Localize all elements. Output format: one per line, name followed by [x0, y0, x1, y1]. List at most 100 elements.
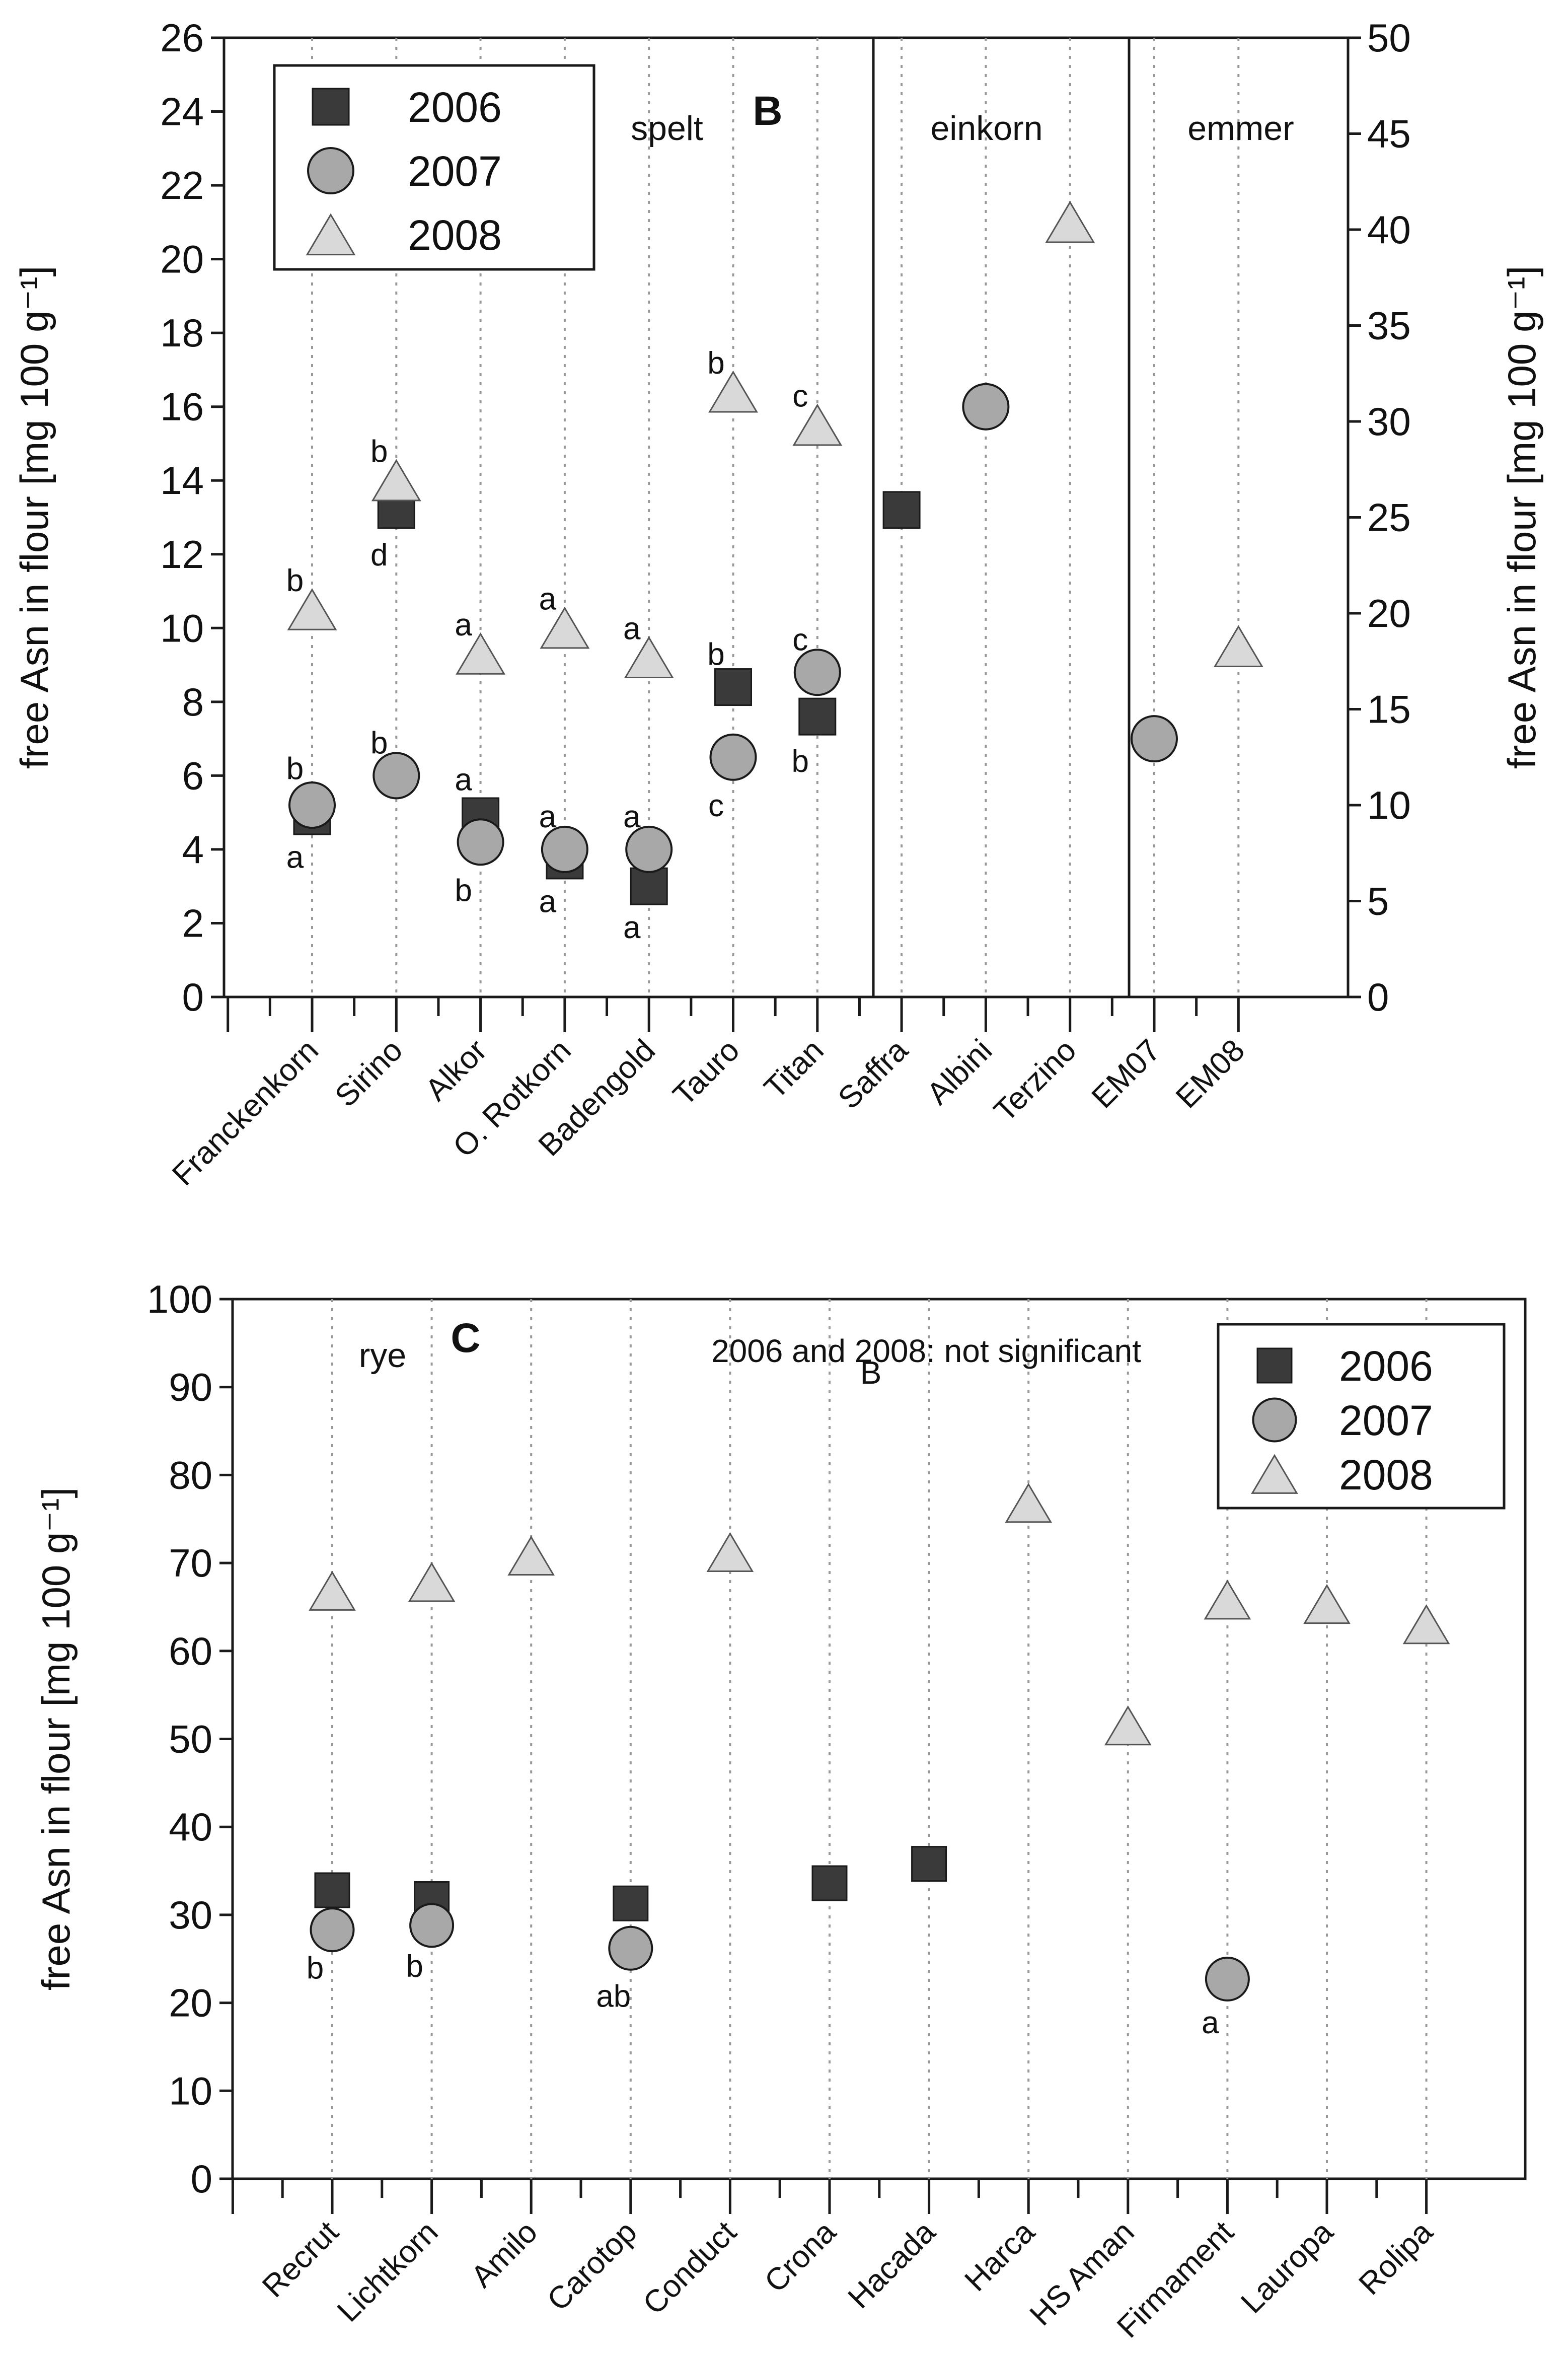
- data-point-triangle-2008: [1402, 1604, 1450, 1645]
- y-tick-label-right: 5: [1367, 879, 1389, 923]
- y-tick-label: 20: [169, 1981, 212, 2025]
- significance-letter: a: [455, 608, 472, 642]
- data-point-circle-2007: [709, 733, 757, 781]
- y-tick-label-right: 15: [1367, 687, 1411, 732]
- y-tick-label-right: 20: [1367, 591, 1411, 635]
- data-point-circle-2007: [310, 1907, 355, 1953]
- significance-letter: a: [539, 582, 557, 617]
- y-tick-label: 6: [182, 753, 204, 798]
- data-point-square-2006: [811, 1865, 848, 1901]
- data-point-triangle-2008: [624, 636, 674, 679]
- y-tick-label-right: 25: [1367, 495, 1411, 540]
- data-point-triangle-2008: [1005, 1482, 1053, 1523]
- significance-letter: b: [286, 563, 304, 598]
- y-tick-label: 70: [169, 1541, 212, 1585]
- y-tick-label: 20: [160, 237, 204, 281]
- data-point-triangle-2008: [408, 1562, 456, 1602]
- significance-letter: b: [370, 435, 388, 469]
- legend-label: 2007: [1339, 1397, 1433, 1444]
- y-tick-label: 100: [147, 1277, 212, 1321]
- significance-letter: a: [539, 800, 557, 834]
- legend-marker-circle: [1252, 1397, 1297, 1443]
- significance-letter: b: [792, 744, 809, 779]
- significance-letter: d: [370, 538, 388, 573]
- group-label-rye: rye: [359, 1336, 406, 1375]
- data-point-circle-2007: [1131, 715, 1178, 763]
- y-tick-label: 80: [169, 1453, 212, 1497]
- legend-label: 2008: [408, 211, 502, 259]
- y-tick-label: 90: [169, 1365, 212, 1409]
- significance-letter: b: [307, 1951, 324, 1986]
- legend-label: 2008: [1339, 1451, 1433, 1498]
- y-tick-label: 8: [182, 680, 204, 724]
- panel-letter: B: [753, 88, 782, 134]
- legend-marker-triangle: [1251, 1454, 1298, 1494]
- data-point-triangle-2008: [792, 403, 843, 446]
- data-point-square-2006: [714, 668, 752, 706]
- y-tick-label: 0: [191, 2157, 212, 2201]
- significance-letter: a: [455, 763, 472, 798]
- significance-letter: a: [623, 611, 641, 646]
- y-axis-title-right: free Asn in flour [mg 100 g⁻¹]: [1500, 266, 1544, 769]
- data-point-circle-2007: [457, 818, 504, 866]
- data-point-triangle-2008: [540, 606, 590, 649]
- y-tick-label: 30: [169, 1893, 212, 1937]
- legend-marker-circle: [307, 147, 354, 194]
- y-tick-label: 24: [160, 90, 204, 134]
- data-point-circle-2007: [962, 383, 1010, 431]
- legend-marker-triangle: [306, 213, 356, 256]
- stray-mark: B: [860, 1354, 882, 1391]
- data-point-square-2006: [630, 867, 668, 905]
- data-point-triangle-2008: [1045, 200, 1095, 243]
- y-tick-label-right: 50: [1367, 16, 1411, 60]
- significance-letter: a: [1202, 2006, 1219, 2040]
- legend-label: 2006: [1339, 1342, 1433, 1390]
- significance-letter: a: [286, 840, 304, 875]
- data-point-square-2006: [613, 1885, 649, 1921]
- legend-label: 2007: [408, 148, 502, 195]
- data-point-triangle-2008: [371, 459, 421, 502]
- y-axis-title: free Asn in flour [mg 100 g⁻¹]: [34, 1487, 78, 1990]
- data-point-square-2006: [882, 491, 921, 529]
- significance-letter: b: [707, 637, 724, 672]
- group-label-spelt: spelt: [631, 109, 703, 148]
- data-point-circle-2007: [288, 781, 336, 829]
- data-point-triangle-2008: [309, 1570, 356, 1611]
- data-point-circle-2007: [372, 752, 420, 800]
- data-point-triangle-2008: [456, 632, 506, 675]
- group-label-einkorn: einkorn: [930, 109, 1042, 148]
- significance-letter: a: [623, 800, 641, 834]
- y-tick-label-right: 30: [1367, 399, 1411, 444]
- significance-letter: a: [623, 910, 641, 945]
- significance-letter: ab: [596, 1979, 631, 2014]
- y-tick-label: 4: [182, 827, 204, 872]
- y-tick-label-right: 0: [1367, 975, 1389, 1019]
- y-tick-label: 14: [160, 458, 204, 503]
- y-tick-label: 2: [182, 901, 204, 945]
- y-tick-label: 40: [169, 1805, 212, 1849]
- data-point-triangle-2008: [1303, 1584, 1351, 1624]
- data-point-circle-2007: [793, 649, 841, 696]
- data-point-triangle-2008: [1104, 1705, 1152, 1746]
- y-tick-label: 50: [169, 1717, 212, 1761]
- y-tick-label: 18: [160, 311, 204, 355]
- significance-letter: b: [455, 874, 472, 908]
- significance-letter: c: [792, 622, 808, 657]
- y-tick-label: 60: [169, 1629, 212, 1673]
- data-point-circle-2007: [541, 825, 588, 873]
- y-tick-label: 10: [160, 606, 204, 650]
- significance-letter: b: [707, 346, 724, 381]
- y-tick-label: 10: [169, 2068, 212, 2113]
- significance-letter: c: [792, 379, 808, 414]
- y-tick-label: 16: [160, 385, 204, 429]
- data-point-triangle-2008: [507, 1535, 555, 1576]
- data-point-circle-2007: [1205, 1956, 1250, 2002]
- data-point-triangle-2008: [287, 588, 337, 630]
- significance-letter: b: [370, 726, 388, 760]
- significance-letter: b: [406, 1949, 423, 1984]
- group-label-emmer: emmer: [1187, 109, 1294, 148]
- data-point-triangle-2008: [1204, 1580, 1251, 1620]
- y-tick-label-right: 10: [1367, 783, 1411, 827]
